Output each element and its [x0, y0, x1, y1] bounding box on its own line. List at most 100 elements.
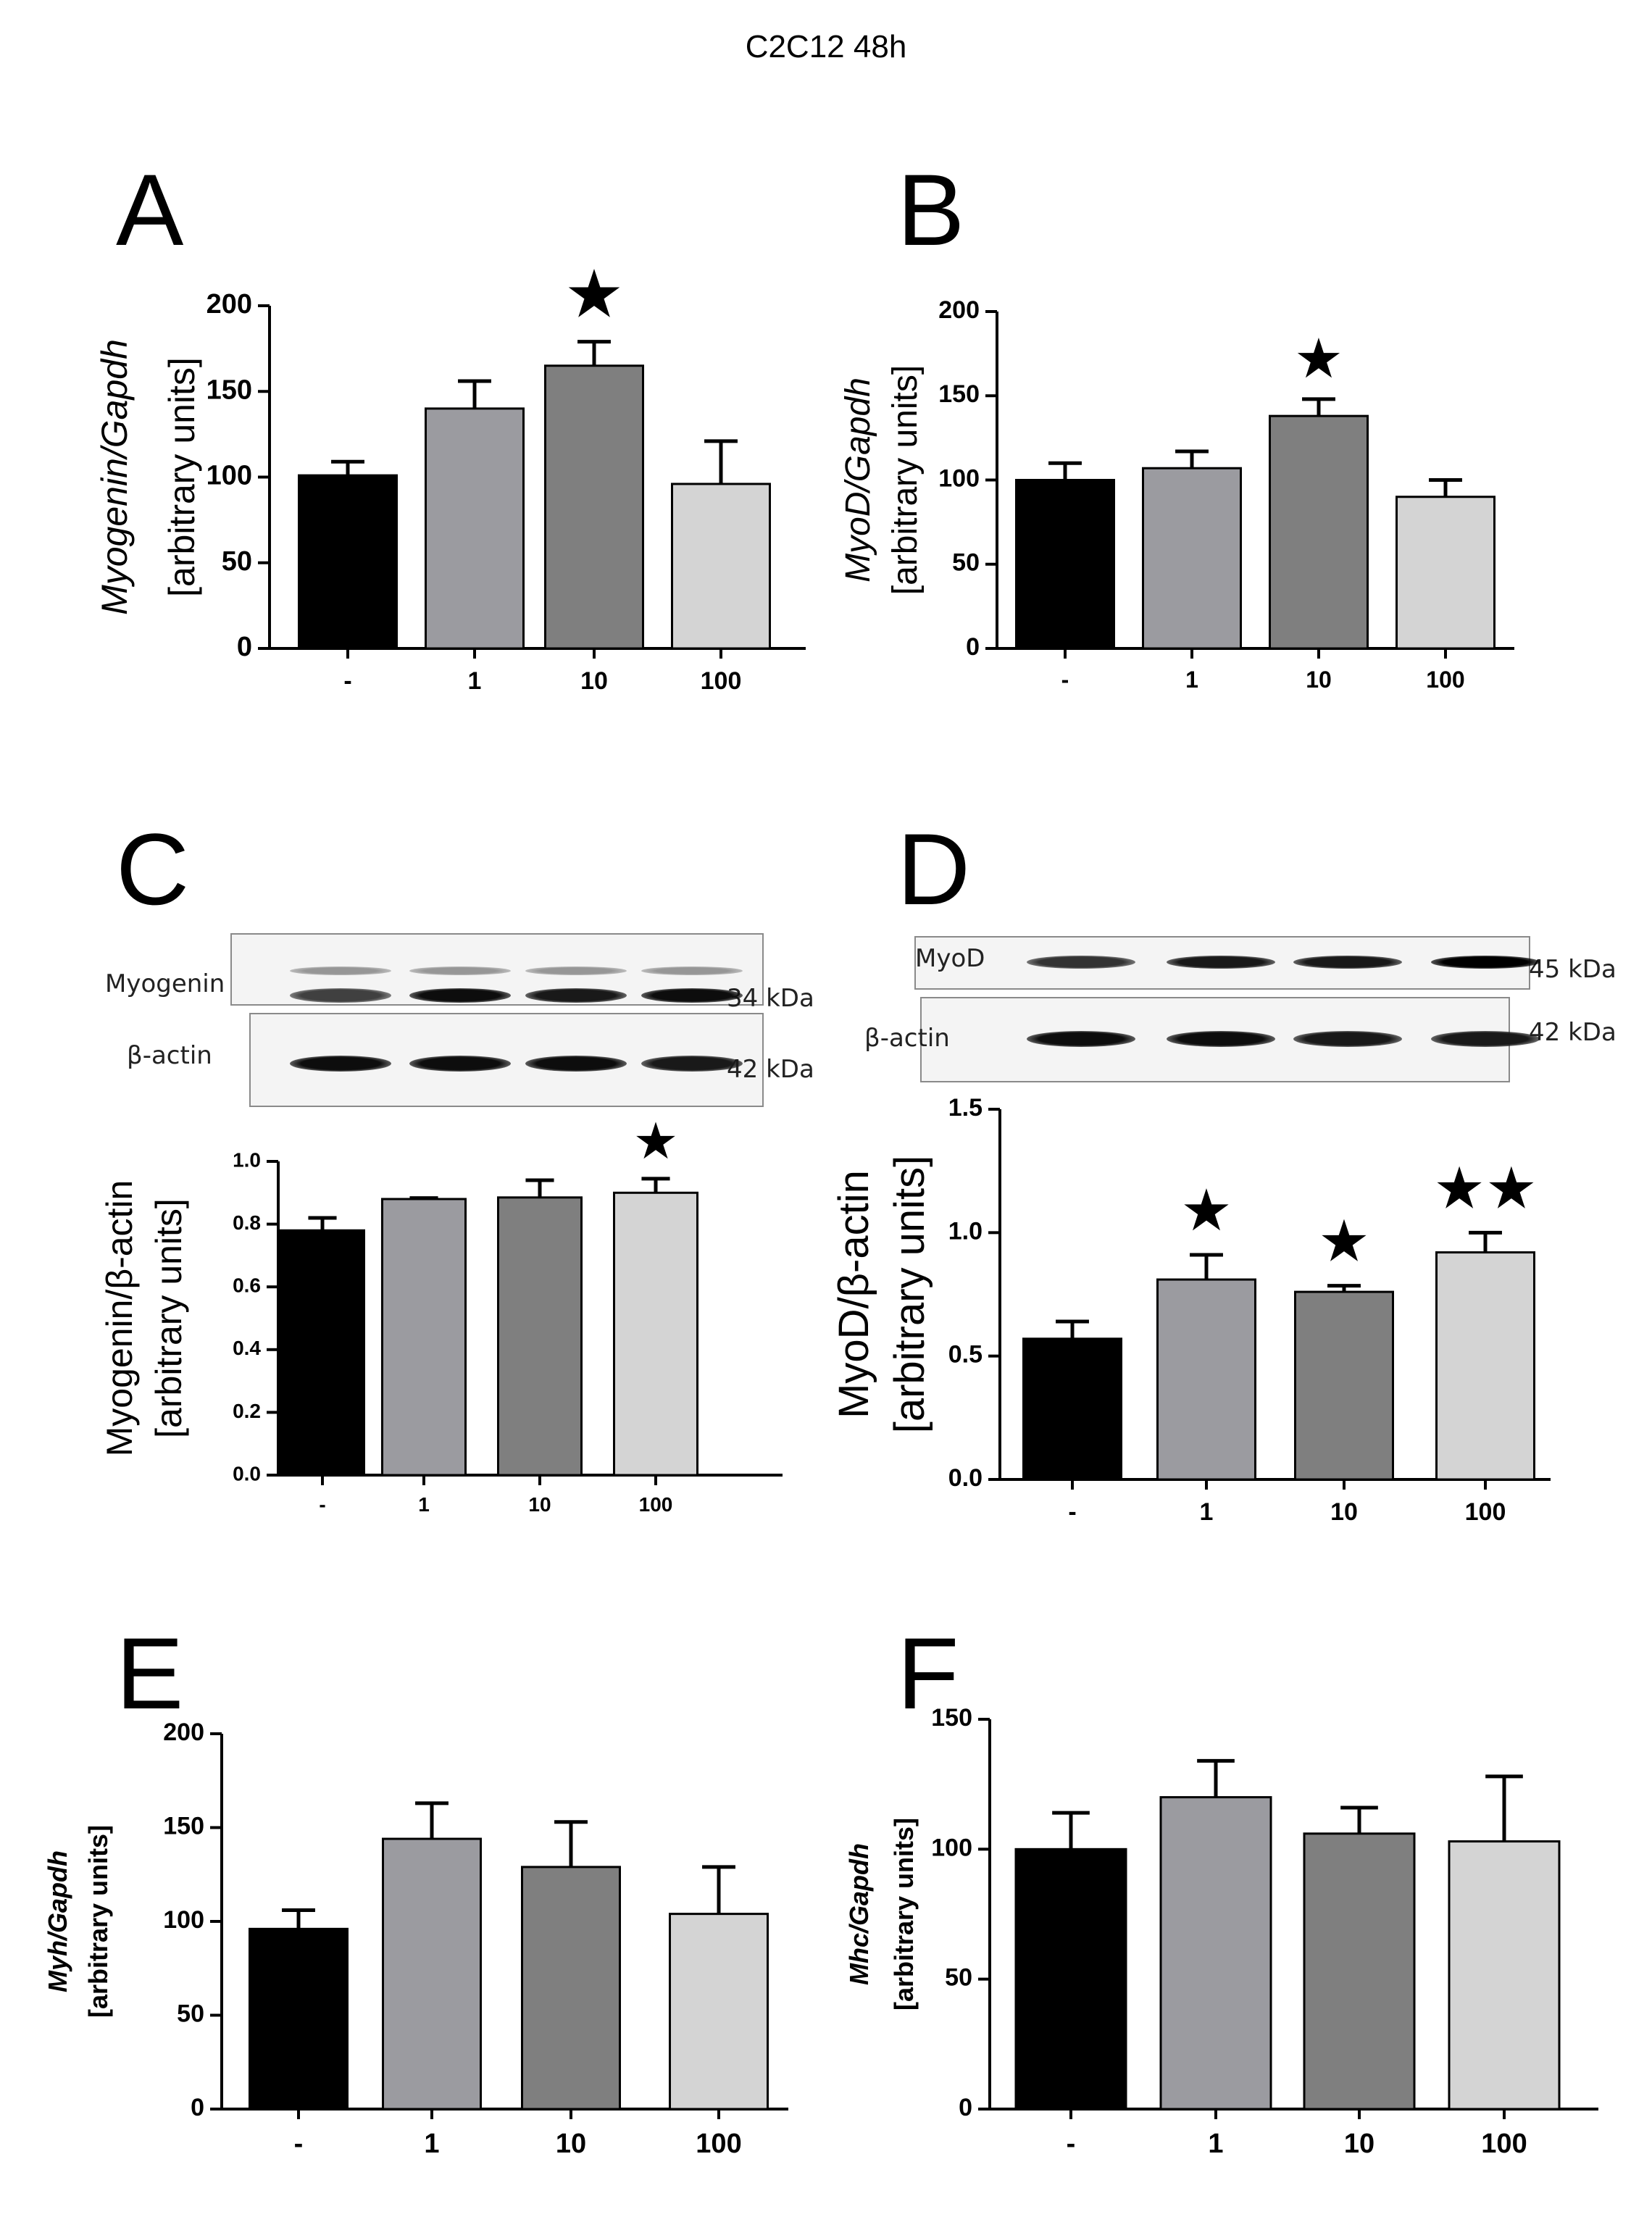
e-ytick-label: 100: [163, 1906, 204, 1934]
blot-c-band: [409, 1056, 511, 1072]
f-xtick-label: -: [1067, 2129, 1076, 2159]
blot-d-band: [1293, 1031, 1402, 1047]
a-bar: [544, 364, 644, 650]
b-xtick-label: 1: [1185, 667, 1198, 693]
blot-d-band: [1167, 956, 1275, 969]
b-bar: [1269, 414, 1369, 650]
c-ytick-label: 0.6: [233, 1274, 261, 1297]
e-xtick-label: 10: [556, 2129, 586, 2159]
e-bar: [249, 1927, 349, 2110]
b-ytick-label: 200: [938, 296, 980, 324]
blot-c-band: [641, 1056, 743, 1072]
c-bar: [381, 1198, 467, 1477]
a-significance-star: ★: [564, 256, 624, 333]
e-xtick-label: -: [294, 2129, 304, 2159]
blot-c-label-actin: β-actin: [127, 1041, 212, 1070]
c-ytick-label: 1.0: [233, 1148, 261, 1171]
panel-letter-c: C: [116, 812, 190, 926]
a-ytick-label: 0: [237, 632, 252, 662]
a-bar: [298, 474, 398, 650]
blot-c-band: [409, 988, 511, 1003]
e-xtick-label: 100: [696, 2129, 741, 2159]
b-significance-star: ★: [1294, 326, 1343, 391]
c-ytick-label: 0.2: [233, 1400, 261, 1422]
e-ytick-label: 200: [163, 1719, 204, 1746]
blot-d-actin-strip: [920, 997, 1510, 1082]
b-xtick-label: 100: [1426, 667, 1464, 693]
a-ytick-label: 200: [206, 289, 252, 320]
e-ylabel-main: Myh/Gapdh: [43, 1850, 72, 1992]
c-xtick-label: 10: [528, 1493, 551, 1516]
blot-c-faint-band: [525, 966, 627, 975]
f-ytick-label: 150: [931, 1704, 972, 1732]
a-ytick-label: 100: [206, 461, 252, 491]
panel-letter-d: D: [897, 812, 971, 926]
a-xtick-label: 10: [580, 667, 608, 695]
d-ytick-label: 0.0: [948, 1464, 983, 1492]
panel-letter-f: F: [897, 1616, 959, 1730]
a-xtick-label: -: [343, 667, 351, 695]
c-xtick-label: 100: [639, 1493, 673, 1516]
d-bar: [1022, 1337, 1122, 1481]
a-ytick-label: 50: [222, 546, 252, 577]
d-xtick-label: 1: [1200, 1498, 1214, 1526]
b-ylabel-unit: [arbitrary units]: [886, 365, 925, 595]
blot-c-kda-actin: 42 kDa: [727, 1055, 814, 1084]
blot-d-kda-myod: 45 kDa: [1529, 955, 1616, 984]
d-bar: [1156, 1278, 1256, 1481]
f-ytick-label: 0: [959, 2094, 972, 2121]
c-ytick-label: 0.4: [233, 1337, 261, 1359]
f-ylabel-main: Mhc/Gapdh: [844, 1843, 874, 1985]
blot-c-faint-band: [290, 966, 391, 975]
d-ytick-label: 1.5: [948, 1094, 983, 1122]
blot-c-kda-myogenin: 34 kDa: [727, 984, 814, 1013]
b-bar: [1015, 479, 1115, 650]
blot-d-band: [1027, 1031, 1135, 1047]
blot-c-band: [525, 988, 627, 1003]
c-bar: [497, 1196, 583, 1477]
d-significance-star: ★★: [1433, 1154, 1537, 1222]
f-bar: [1303, 1832, 1416, 2110]
d-xtick-label: 100: [1465, 1498, 1506, 1526]
c-ytick-label: 0.0: [233, 1462, 261, 1485]
blot-d-band: [1431, 956, 1540, 969]
a-ytick-label: 150: [206, 375, 252, 405]
c-significance-star: ★: [633, 1111, 679, 1171]
f-ytick-label: 50: [945, 1964, 972, 1992]
c-ylabel-main: Myogenin/β-actin: [99, 1180, 140, 1457]
c-ylabel-unit: [arbitrary units]: [149, 1198, 189, 1438]
b-ytick-label: 150: [938, 380, 980, 408]
c-ytick-label: 0.8: [233, 1211, 261, 1234]
b-xtick-label: -: [1061, 667, 1069, 693]
e-ytick-label: 50: [177, 2000, 204, 2027]
d-bar: [1294, 1290, 1394, 1481]
f-ytick-label: 100: [931, 1834, 972, 1861]
b-bar: [1142, 467, 1242, 650]
blot-c-faint-band: [641, 966, 743, 975]
e-ylabel-unit: [arbitrary units]: [83, 1825, 113, 2018]
d-ytick-label: 0.5: [948, 1341, 983, 1369]
panel-letter-a: A: [116, 153, 184, 267]
panel-letter-b: B: [897, 153, 965, 267]
e-ytick-label: 150: [163, 1812, 204, 1840]
d-significance-star: ★: [1318, 1208, 1370, 1275]
c-bar: [280, 1229, 365, 1477]
f-bar: [1014, 1848, 1127, 2110]
blot-d-band: [1431, 1031, 1540, 1047]
a-xtick-label: 100: [701, 667, 742, 695]
e-bar: [521, 1866, 621, 2110]
f-bar: [1448, 1840, 1561, 2110]
blot-d-label-actin: β-actin: [864, 1024, 950, 1053]
b-ytick-label: 0: [966, 633, 980, 661]
blot-c-band: [290, 988, 391, 1003]
e-bar: [382, 1837, 482, 2110]
blot-c-band: [525, 1056, 627, 1072]
d-ylabel-main: MyoD/β-actin: [830, 1170, 877, 1419]
a-bar: [425, 407, 525, 650]
figure-title: C2C12 48h: [745, 29, 907, 64]
c-xtick-label: 1: [418, 1493, 430, 1516]
f-xtick-label: 10: [1344, 2129, 1374, 2159]
e-ytick-label: 0: [191, 2094, 204, 2121]
f-ylabel-unit: [arbitrary units]: [889, 1818, 919, 2011]
